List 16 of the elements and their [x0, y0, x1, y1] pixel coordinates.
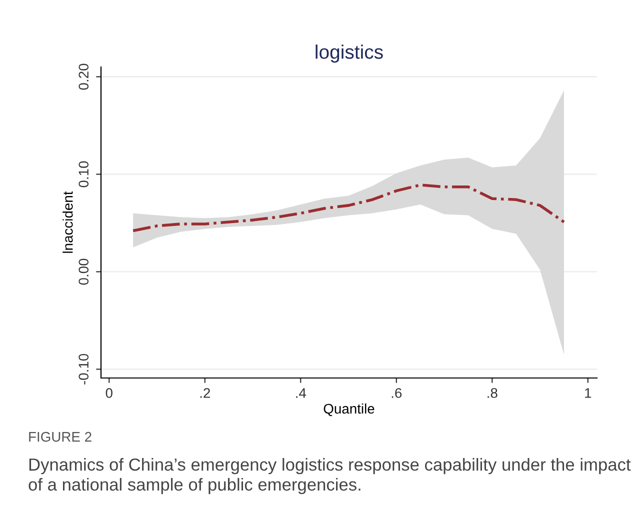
x-tick-label: .6	[392, 388, 402, 398]
x-tick-label: 1	[585, 388, 592, 398]
y-axis-title: lnaccident	[62, 191, 73, 253]
chart-title: logistics	[316, 44, 383, 63]
caption: FIGURE 2	[29, 432, 92, 442]
x-tick-label: .2	[200, 388, 210, 398]
x-tick-label: .8	[488, 388, 498, 398]
y-tick-label: -0.10	[78, 354, 89, 384]
y-tick-label: 0.10	[78, 161, 89, 188]
x-tick-label: 0	[106, 388, 112, 398]
x-axis-title: Quantile	[324, 403, 374, 416]
x-tick-label: .4	[296, 388, 306, 398]
y-tick-label: 0.20	[78, 64, 89, 90]
y-tick-label: 0.00	[78, 258, 89, 285]
line-series	[132, 184, 566, 232]
text: Dynamics of China’s emergency logistics response capability under the impact of a national sample of public emergencies.	[28, 458, 631, 494]
